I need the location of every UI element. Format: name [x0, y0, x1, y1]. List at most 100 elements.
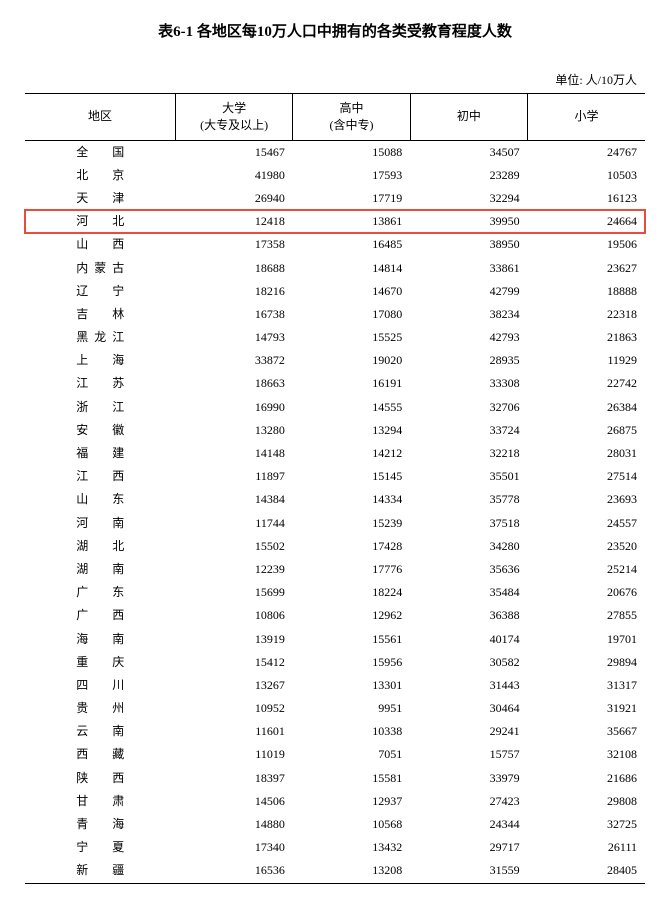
- region-cell: 湖 南: [25, 558, 175, 581]
- value-cell: 27855: [528, 604, 645, 627]
- value-cell: 13432: [293, 836, 410, 859]
- value-cell: 29717: [410, 836, 527, 859]
- value-cell: 16123: [528, 187, 645, 210]
- value-cell: 31559: [410, 859, 527, 883]
- region-cell: 山 西: [25, 233, 175, 256]
- value-cell: 35501: [410, 465, 527, 488]
- value-cell: 22318: [528, 303, 645, 326]
- region-cell: 上 海: [25, 349, 175, 372]
- region-cell: 青 海: [25, 813, 175, 836]
- table-row: 江 苏18663161913330822742: [25, 372, 645, 395]
- value-cell: 27514: [528, 465, 645, 488]
- value-cell: 33979: [410, 767, 527, 790]
- table-row: 甘 肃14506129372742329808: [25, 790, 645, 813]
- value-cell: 18688: [175, 257, 292, 280]
- value-cell: 15412: [175, 651, 292, 674]
- table-row: 湖 北15502174283428023520: [25, 535, 645, 558]
- value-cell: 10503: [528, 164, 645, 187]
- value-cell: 10952: [175, 697, 292, 720]
- value-cell: 13301: [293, 674, 410, 697]
- value-cell: 10338: [293, 720, 410, 743]
- value-cell: 11929: [528, 349, 645, 372]
- region-cell: 江 苏: [25, 372, 175, 395]
- region-cell: 贵 州: [25, 697, 175, 720]
- value-cell: 26111: [528, 836, 645, 859]
- value-cell: 42799: [410, 280, 527, 303]
- value-cell: 37518: [410, 512, 527, 535]
- value-cell: 11744: [175, 512, 292, 535]
- value-cell: 14880: [175, 813, 292, 836]
- value-cell: 16485: [293, 233, 410, 256]
- value-cell: 38234: [410, 303, 527, 326]
- region-cell: 陕 西: [25, 767, 175, 790]
- value-cell: 29894: [528, 651, 645, 674]
- region-cell: 甘 肃: [25, 790, 175, 813]
- region-cell: 浙 江: [25, 396, 175, 419]
- value-cell: 18216: [175, 280, 292, 303]
- value-cell: 10568: [293, 813, 410, 836]
- value-cell: 31317: [528, 674, 645, 697]
- value-cell: 14334: [293, 488, 410, 511]
- value-cell: 19020: [293, 349, 410, 372]
- table-row: 福 建14148142123221828031: [25, 442, 645, 465]
- value-cell: 17358: [175, 233, 292, 256]
- table-row: 河 北12418138613995024664: [25, 210, 645, 233]
- value-cell: 31443: [410, 674, 527, 697]
- value-cell: 13919: [175, 628, 292, 651]
- table-row: 宁 夏17340134322971726111: [25, 836, 645, 859]
- header-row: 地区 大学(大专及以上) 高中(含中专) 初中 小学: [25, 94, 645, 141]
- value-cell: 12937: [293, 790, 410, 813]
- value-cell: 26875: [528, 419, 645, 442]
- value-cell: 31921: [528, 697, 645, 720]
- table-row: 重 庆15412159563058229894: [25, 651, 645, 674]
- value-cell: 7051: [293, 743, 410, 766]
- table-row: 浙 江16990145553270626384: [25, 396, 645, 419]
- value-cell: 14148: [175, 442, 292, 465]
- value-cell: 14506: [175, 790, 292, 813]
- value-cell: 14555: [293, 396, 410, 419]
- table-row: 山 东14384143343577823693: [25, 488, 645, 511]
- region-cell: 湖 北: [25, 535, 175, 558]
- value-cell: 33872: [175, 349, 292, 372]
- table-row: 山 西17358164853895019506: [25, 233, 645, 256]
- value-cell: 15581: [293, 767, 410, 790]
- value-cell: 15502: [175, 535, 292, 558]
- value-cell: 15956: [293, 651, 410, 674]
- value-cell: 12962: [293, 604, 410, 627]
- value-cell: 14212: [293, 442, 410, 465]
- region-cell: 广 东: [25, 581, 175, 604]
- value-cell: 17080: [293, 303, 410, 326]
- value-cell: 17776: [293, 558, 410, 581]
- value-cell: 14670: [293, 280, 410, 303]
- table-row: 安 徽13280132943372426875: [25, 419, 645, 442]
- region-cell: 西 藏: [25, 743, 175, 766]
- region-cell: 山 东: [25, 488, 175, 511]
- value-cell: 13208: [293, 859, 410, 883]
- value-cell: 32294: [410, 187, 527, 210]
- value-cell: 33308: [410, 372, 527, 395]
- region-cell: 吉 林: [25, 303, 175, 326]
- col-header-univ: 大学(大专及以上): [175, 94, 292, 141]
- region-cell: 江 西: [25, 465, 175, 488]
- table-row: 江 西11897151453550127514: [25, 465, 645, 488]
- value-cell: 15699: [175, 581, 292, 604]
- value-cell: 24664: [528, 210, 645, 233]
- value-cell: 36388: [410, 604, 527, 627]
- table-row: 云 南11601103382924135667: [25, 720, 645, 743]
- value-cell: 40174: [410, 628, 527, 651]
- value-cell: 15239: [293, 512, 410, 535]
- value-cell: 21863: [528, 326, 645, 349]
- region-cell: 河 北: [25, 210, 175, 233]
- value-cell: 28935: [410, 349, 527, 372]
- value-cell: 25214: [528, 558, 645, 581]
- value-cell: 32218: [410, 442, 527, 465]
- value-cell: 15145: [293, 465, 410, 488]
- value-cell: 32108: [528, 743, 645, 766]
- value-cell: 27423: [410, 790, 527, 813]
- value-cell: 28405: [528, 859, 645, 883]
- table-row: 青 海14880105682434432725: [25, 813, 645, 836]
- col-header-primary: 小学: [528, 94, 645, 141]
- value-cell: 33724: [410, 419, 527, 442]
- value-cell: 33861: [410, 257, 527, 280]
- value-cell: 24344: [410, 813, 527, 836]
